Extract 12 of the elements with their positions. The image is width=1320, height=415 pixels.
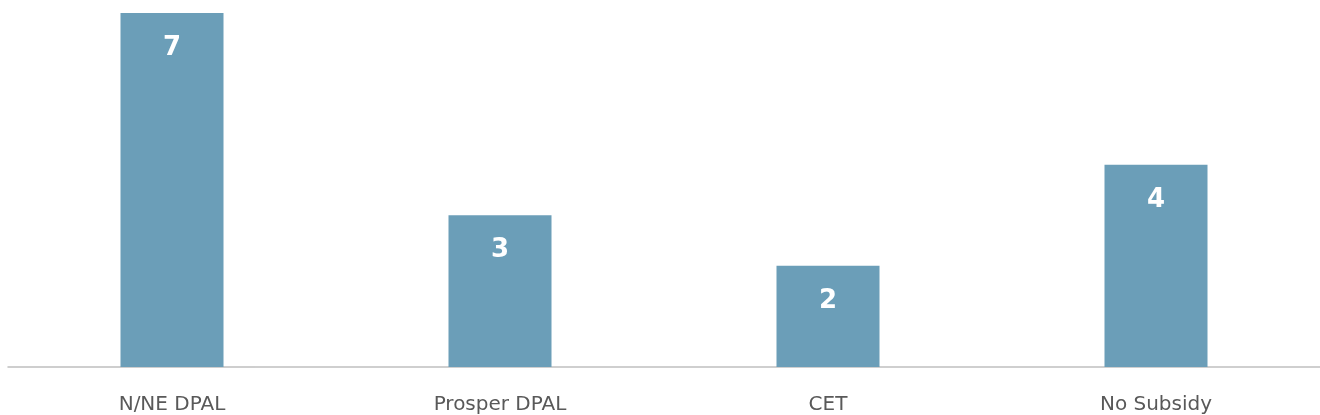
bar — [1104, 164, 1208, 367]
bar — [776, 265, 880, 367]
data-label: 2 — [818, 283, 838, 314]
bar — [120, 13, 224, 367]
x-tick-label: No Subsidy — [1099, 391, 1213, 415]
x-tick-label: Prosper DPAL — [433, 391, 568, 415]
x-tick-label: CET — [808, 391, 849, 415]
bar — [448, 215, 552, 367]
data-label: 3 — [490, 233, 510, 264]
x-tick-label: N/NE DPAL — [118, 391, 227, 415]
data-label: 7 — [162, 31, 182, 61]
data-label: 4 — [1146, 182, 1166, 213]
